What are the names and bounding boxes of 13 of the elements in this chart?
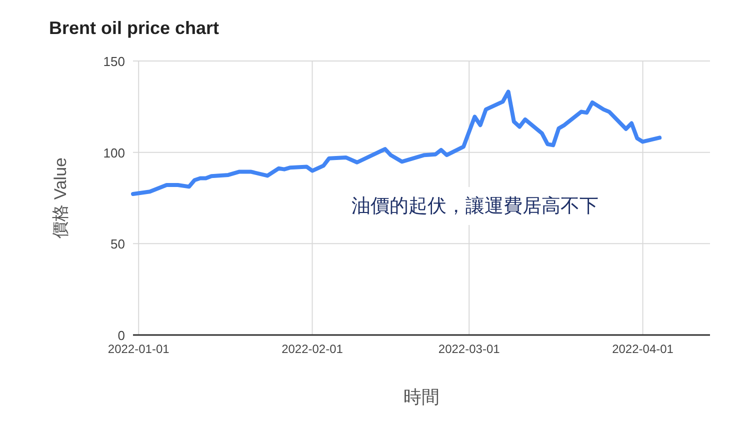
y-tick-label: 50 <box>110 236 125 252</box>
y-tick-label: 0 <box>118 328 125 343</box>
chart-title: Brent oil price chart <box>49 18 220 38</box>
line-series <box>131 90 662 196</box>
x-tick-label: 2022-01-01 <box>108 342 170 356</box>
annotation: 油價的起伏，讓運費居高不下 <box>352 195 598 217</box>
y-axis-title: 價格 Value <box>51 158 70 238</box>
y-tick-label: 150 <box>103 54 125 69</box>
x-axis-title: 時間 <box>404 387 440 407</box>
y-tick-label: 100 <box>103 145 125 160</box>
x-tick-label: 2022-02-01 <box>282 342 344 356</box>
x-tick-label: 2022-04-01 <box>612 342 674 356</box>
x-tick-label: 2022-03-01 <box>438 342 500 356</box>
